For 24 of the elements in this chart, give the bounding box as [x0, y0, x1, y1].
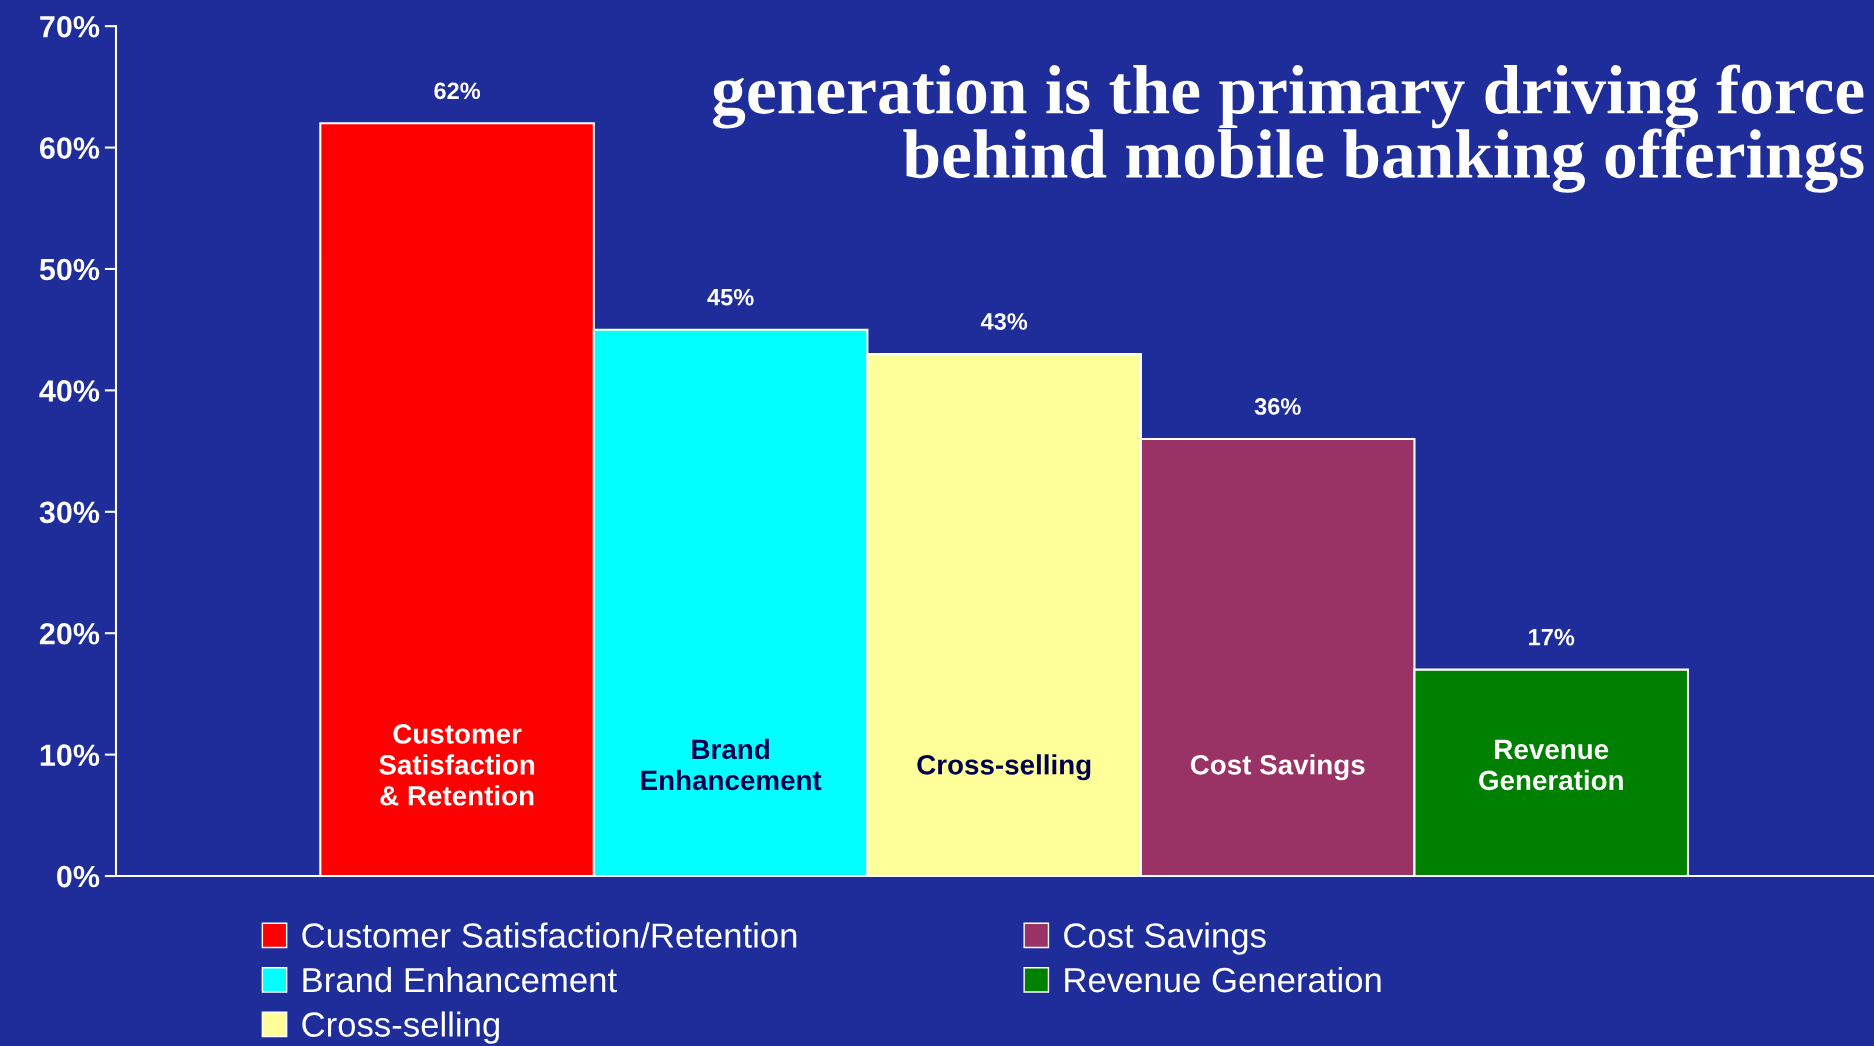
- y-tick-label: 50%: [39, 258, 100, 281]
- legend-label: Revenue Generation: [1065, 966, 1381, 993]
- x-tick-label: Cross-selling: [917, 754, 1091, 781]
- x-tick-label: Revenue Generation: [1479, 739, 1623, 791]
- y-tick-label: 70%: [40, 15, 100, 38]
- legend-label: Brand Enhancement: [303, 966, 617, 993]
- legend-label: Customer Satisfaction/Retention: [302, 922, 797, 948]
- data-label: 43%: [980, 313, 1028, 330]
- legend-label: Cost Savings: [1064, 922, 1266, 955]
- y-tick-label: 60%: [39, 137, 100, 159]
- y-tick-label: 0%: [57, 865, 100, 888]
- y-tick-label: 20%: [39, 622, 100, 645]
- data-label: 45%: [707, 288, 754, 306]
- legend-label: Cross-selling: [302, 1011, 499, 1044]
- x-tick-label: Customer Satisfaction & Retention: [379, 724, 535, 806]
- text: generation is the primary driving force behind mobile banking offerings: [713, 64, 1864, 193]
- y-tick-label: 40%: [39, 380, 100, 402]
- y-tick-label: 30%: [39, 501, 100, 524]
- data-label: 62%: [434, 82, 481, 100]
- y-tick-label: 10%: [40, 744, 100, 766]
- x-tick-label: Brand Enhancement: [641, 738, 822, 791]
- data-label: 36%: [1254, 398, 1301, 415]
- data-label: 17%: [1529, 628, 1575, 646]
- x-tick-label: Cost Savings: [1190, 754, 1365, 781]
